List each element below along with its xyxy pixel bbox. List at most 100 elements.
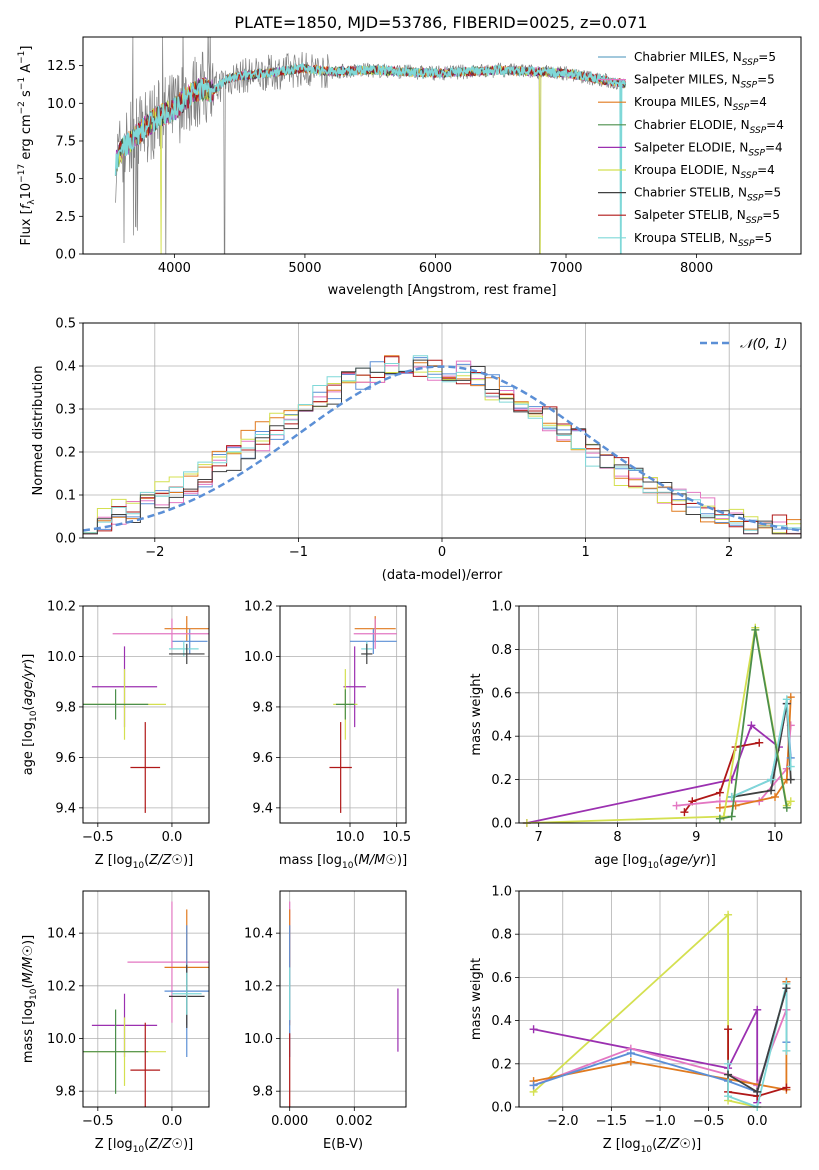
y-tick-label: 10.0 [47, 650, 76, 665]
y-tick-label: 10.4 [244, 927, 273, 942]
legend-entry-label-part: =5 [757, 73, 775, 87]
x-tick-label: −0.5 [82, 830, 114, 845]
x-axis-label: wavelength [Angstrom, rest frame] [328, 283, 557, 298]
y-tick-label: 9.4 [55, 801, 76, 816]
x-tick-label: 6000 [419, 261, 452, 276]
x-tick-label: 10.5 [382, 830, 411, 845]
y-axis-label: Flux [fλ10−17 erg cm−2 s−1 A−1] [17, 46, 37, 246]
y-axis-label-text: age [log10(age/yr)] [21, 654, 39, 776]
x-axis-label-part: ( [659, 853, 664, 868]
legend-entry-label-part: Kroupa MILES, N [634, 95, 733, 109]
y-axis-label-text-part: f [19, 202, 34, 209]
x-tick-label: −1.0 [644, 1114, 676, 1129]
y-axis-label-text-part: ( [21, 706, 36, 711]
x-tick-label: 8000 [680, 261, 713, 276]
legend-entry-label-part: Chabrier ELODIE, N [634, 118, 750, 132]
x-tick-label: 5000 [288, 261, 321, 276]
y-tick-label: 9.8 [252, 700, 273, 715]
y-tick-label: 9.8 [55, 1085, 76, 1100]
legend-entry-label-part: Salpeter STELIB, N [634, 208, 746, 222]
x-axis-label: Z [log10(Z/Z☉)] [95, 853, 193, 871]
y-tick-label: 9.8 [55, 700, 76, 715]
legend-entry-label-part: Salpeter MILES, N [634, 73, 741, 87]
x-axis-label-part: Z [log [95, 853, 133, 868]
legend-entry-label-part: SSP [733, 103, 750, 113]
x-axis-label-part: ( [353, 853, 358, 868]
y-axis-label: mass weight [469, 673, 484, 755]
mass_vs_Z-frame [82, 890, 210, 1108]
legend-entry-label: Salpeter MILES, NSSP=5 [634, 73, 775, 91]
y-axis-label-text-part: age/yr [21, 662, 36, 705]
legend-entry-label-part: =4 [765, 140, 783, 154]
legend-entry-label-part: =5 [764, 186, 782, 200]
x-axis-label-part: Z [log [603, 1137, 641, 1152]
y-axis-label-text-part: ( [21, 983, 36, 988]
legend-entry-label: Chabrier STELIB, NSSP=5 [634, 186, 781, 204]
x-tick-label: −0.5 [82, 1114, 114, 1129]
legend-entry-label: Kroupa ELODIE, NSSP=4 [634, 163, 775, 181]
x-tick-label: 2 [725, 545, 733, 560]
x-tick-label: 4000 [158, 261, 191, 276]
x-tick-label: 0.0 [747, 1114, 768, 1129]
y-tick-label: 0.2 [491, 1057, 512, 1072]
y-tick-label: 0.0 [491, 1101, 512, 1116]
x-axis-label-part: M/M☉ [359, 853, 397, 868]
y-tick-label: 1.0 [491, 600, 512, 615]
legend-entry-label-part: SSP [747, 194, 764, 204]
x-tick-label: 1 [581, 545, 589, 560]
legend-entry-label: Chabrier ELODIE, NSSP=4 [634, 118, 784, 136]
y-tick-label: 0.0 [55, 248, 76, 263]
y-axis-label: Normed distribution [31, 366, 46, 496]
x-axis-label-part: Z [log [95, 1137, 133, 1152]
legend-entry-label-part: =4 [757, 163, 775, 177]
x-tick-label: 7000 [549, 261, 582, 276]
weight-series-line [727, 983, 788, 1107]
legend-entry-label-part: =4 [749, 95, 767, 109]
weight_vs_Z-frame [518, 890, 802, 1108]
y-tick-label: 2.5 [55, 210, 76, 225]
y-tick-label: 5.0 [55, 172, 76, 187]
axes-weight_vs_age: 7 8 9 10 0.0 0.2 0.4 0.6 0.8 1.0 [491, 600, 801, 845]
y-tick-label: 7.5 [55, 134, 76, 149]
legend-entry-label-part: SSP [738, 239, 755, 249]
y-tick-label: 0.3 [55, 403, 76, 418]
legend-entry-label-part: SSP [741, 171, 758, 181]
y-axis-label: age [log10(age/yr)] [21, 654, 39, 776]
legend-entry-label-part: Kroupa STELIB, N [634, 231, 738, 245]
legend-entry-label-part: SSP [741, 81, 758, 91]
y-tick-label: 0.2 [491, 773, 512, 788]
y-tick-label: 10.2 [244, 979, 273, 994]
histogram-step [83, 356, 801, 535]
legend-entry-label: Kroupa MILES, NSSP=4 [634, 95, 767, 113]
x-axis-label-part: 10 [133, 861, 145, 871]
x-axis-label: E(B-V) [323, 1137, 363, 1152]
histogram-step [83, 355, 801, 534]
x-tick-label: −1.5 [596, 1114, 628, 1129]
legend-entry-label-part: Chabrier STELIB, N [634, 186, 747, 200]
x-axis-label-part: age [log [594, 853, 647, 868]
x-axis-label-part: Z/Z☉ [148, 853, 183, 868]
x-axis-label-part: mass [log [279, 853, 342, 868]
y-axis-label: mass weight [469, 958, 484, 1040]
legend-entry-label-part: SSP [746, 216, 763, 226]
legend-entry-label-part: Salpeter ELODIE, N [634, 140, 748, 154]
legend-entry-label: Salpeter STELIB, NSSP=5 [634, 208, 780, 226]
y-tick-label: 9.8 [252, 1085, 273, 1100]
y-tick-label: 0.4 [491, 730, 512, 745]
x-tick-label: 0.0 [162, 1114, 183, 1129]
y-tick-label: 12.5 [47, 59, 76, 74]
y-tick-label: 10.4 [47, 927, 76, 942]
age_vs_Z-frame [82, 605, 210, 824]
y-tick-label: 0.4 [491, 1014, 512, 1029]
y-axis-label-text-part: age [log [21, 722, 36, 775]
legend-entry-label: Kroupa STELIB, NSSP=5 [634, 231, 772, 249]
x-axis-label-part: age/yr [664, 853, 707, 868]
x-axis-label-part: 10 [647, 861, 659, 871]
y-axis-label-text-part: Flux [ [19, 209, 34, 245]
y-tick-label: 0.6 [491, 686, 512, 701]
mass_vs_EBV-frame [279, 890, 407, 1108]
y-axis-label-text-part: λ [27, 199, 37, 205]
figure-title: PLATE=1850, MJD=53786, FIBERID=0025, z=0… [234, 13, 647, 32]
histogram-step [83, 359, 801, 535]
y-tick-label: 0.5 [55, 317, 76, 332]
